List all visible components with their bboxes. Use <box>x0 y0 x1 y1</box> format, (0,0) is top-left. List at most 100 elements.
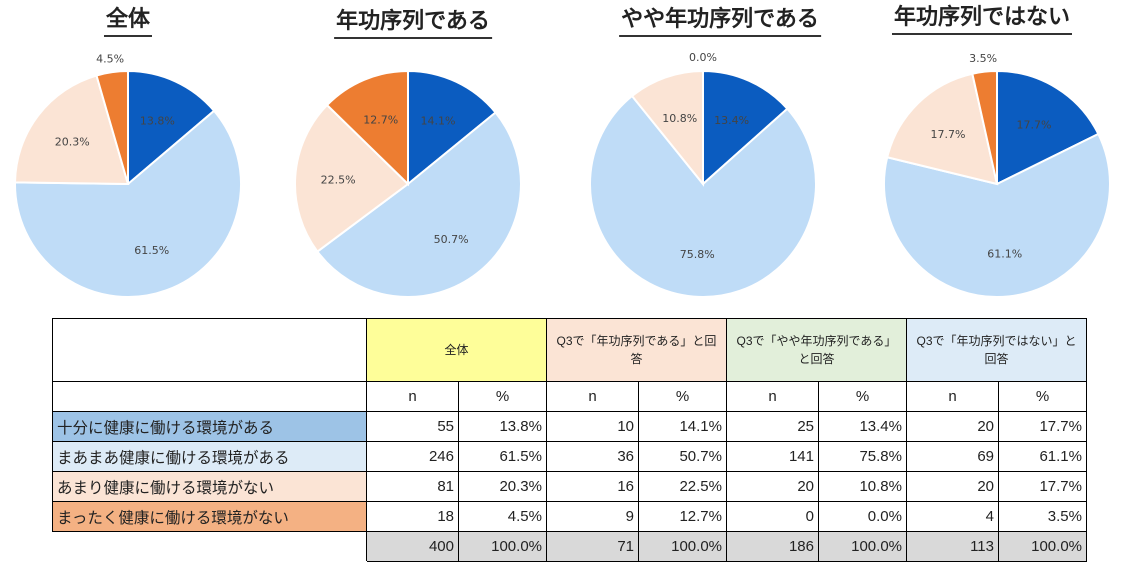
slice-not-very-healthy <box>886 72 999 186</box>
corner-cell <box>52 318 367 382</box>
table-cell: 22.5% <box>638 471 727 502</box>
table-cell: 20.3% <box>458 471 547 502</box>
subheader-n: n <box>906 381 999 412</box>
pie-title-somewhat-seniority: やや年功序列である <box>619 6 821 37</box>
table-cell: 3.5% <box>998 501 1087 532</box>
pie-chart-not-seniority: 17.7% 61.1% 17.7% 3.5% <box>883 52 1111 299</box>
pie-title-not-seniority: 年功序列ではない <box>891 4 1073 35</box>
pie-chart-seniority: 14.1% 50.7% 22.5% 12.7% <box>294 69 522 298</box>
table-row: あまり健康に働ける環境がない 81 20.3% 16 22.5% 20 10.8… <box>52 471 1087 502</box>
row-label-fully-healthy: 十分に健康に働ける環境がある <box>52 411 367 442</box>
slice-fully-healthy <box>702 69 789 187</box>
slice-not-at-all-healthy <box>95 69 129 185</box>
table-cell: 17.7% <box>998 411 1087 442</box>
table-cell: 50.7% <box>638 441 727 472</box>
table-cell: 36 <box>546 441 639 472</box>
table-cell: 141 <box>726 441 819 472</box>
slice-fully-healthy <box>407 69 497 187</box>
data-label: 22.5% <box>321 173 356 186</box>
slice-not-very-healthy <box>294 103 410 253</box>
group-header-row: 全体 Q3で「年功序列である」と回答 Q3で「やや年功序列である」と回答 Q3で… <box>52 318 1087 382</box>
pie-title-overall: 全体 <box>103 6 153 37</box>
total-cell: 186 <box>726 531 819 562</box>
slice-mostly-healthy <box>316 111 522 298</box>
data-label: 12.7% <box>363 113 398 126</box>
table-cell: 246 <box>366 441 459 472</box>
total-cell: 100.0% <box>818 531 907 562</box>
slice-fully-healthy <box>127 69 216 187</box>
table-cell: 17.7% <box>998 471 1087 502</box>
data-label: 13.4% <box>714 114 749 127</box>
data-label: 50.7% <box>434 233 469 246</box>
table-cell: 61.1% <box>998 441 1087 472</box>
total-row: 400 100.0% 71 100.0% 186 100.0% 113 100.… <box>52 531 1087 562</box>
table-cell: 20 <box>906 411 999 442</box>
table-cell: 18 <box>366 501 459 532</box>
slice-not-at-all-healthy <box>971 69 998 185</box>
slice-not-at-all-healthy <box>325 69 409 187</box>
table-cell: 4.5% <box>458 501 547 532</box>
pie-chart-overall: 13.8% 61.5% 20.3% 4.5% <box>13 52 242 298</box>
pie-chart-somewhat-seniority: 13.4% 75.8% 10.8% 0.0% <box>589 51 817 298</box>
table-row: まったく健康に働ける環境がない 18 4.5% 9 12.7% 0 0.0% 4… <box>52 501 1087 532</box>
table-cell: 69 <box>906 441 999 472</box>
data-label: 17.7% <box>930 128 965 141</box>
subheader-percent: % <box>458 381 547 412</box>
total-label-blank <box>52 531 367 562</box>
row-label-not-at-all-healthy: まったく健康に働ける環境がない <box>52 501 367 532</box>
table-cell: 61.5% <box>458 441 547 472</box>
data-label: 13.8% <box>140 114 175 127</box>
slice-mostly-healthy <box>883 132 1111 299</box>
table-cell: 10.8% <box>818 471 907 502</box>
table-cell: 9 <box>546 501 639 532</box>
table-cell: 12.7% <box>638 501 727 532</box>
group-header-somewhat-seniority: Q3で「やや年功序列である」と回答 <box>726 318 907 382</box>
table-cell: 10 <box>546 411 639 442</box>
row-label-not-very-healthy: あまり健康に働ける環境がない <box>52 471 367 502</box>
pie-title-seniority: 年功序列である <box>334 8 492 39</box>
data-label: 4.5% <box>96 52 124 65</box>
group-header-seniority: Q3で「年功序列である」と回答 <box>546 318 727 382</box>
total-cell: 100.0% <box>638 531 727 562</box>
subheader-n: n <box>366 381 459 412</box>
table-cell: 4 <box>906 501 999 532</box>
subheader-percent: % <box>818 381 907 412</box>
table-cell: 0.0% <box>818 501 907 532</box>
data-label: 14.1% <box>421 115 456 128</box>
data-label: 20.3% <box>55 136 90 149</box>
total-cell: 100.0% <box>998 531 1087 562</box>
data-label: 17.7% <box>1017 119 1052 132</box>
table-cell: 13.8% <box>458 411 547 442</box>
subheader-percent: % <box>638 381 727 412</box>
slice-not-very-healthy <box>13 74 130 186</box>
slice-fully-healthy <box>996 69 1100 186</box>
table-cell: 55 <box>366 411 459 442</box>
subheader-blank <box>52 381 367 412</box>
data-label: 3.5% <box>969 52 997 65</box>
data-table: 全体 Q3で「年功序列である」と回答 Q3で「やや年功序列である」と回答 Q3で… <box>52 318 1087 562</box>
slice-mostly-healthy <box>14 109 242 298</box>
total-cell: 71 <box>546 531 639 562</box>
subheader-n: n <box>546 381 639 412</box>
table-row: 十分に健康に働ける環境がある 55 13.8% 10 14.1% 25 13.4… <box>52 411 1087 442</box>
data-label: 0.0% <box>689 51 717 64</box>
data-label: 75.8% <box>680 248 715 261</box>
table-cell: 20 <box>906 471 999 502</box>
table-cell: 75.8% <box>818 441 907 472</box>
subheader-percent: % <box>998 381 1087 412</box>
subheader-row: n % n % n % n % <box>52 381 1087 412</box>
row-label-mostly-healthy: まあまあ健康に働ける環境がある <box>52 441 367 472</box>
table-cell: 14.1% <box>638 411 727 442</box>
table-cell: 25 <box>726 411 819 442</box>
total-cell: 400 <box>366 531 459 562</box>
group-header-overall: 全体 <box>366 318 547 382</box>
table-cell: 16 <box>546 471 639 502</box>
total-cell: 100.0% <box>458 531 547 562</box>
group-header-not-seniority: Q3で「年功序列ではない」と回答 <box>906 318 1087 382</box>
data-label: 10.8% <box>662 112 697 125</box>
slice-mostly-healthy <box>589 94 817 298</box>
subheader-n: n <box>726 381 819 412</box>
table-cell: 0 <box>726 501 819 532</box>
table-row: まあまあ健康に働ける環境がある 246 61.5% 36 50.7% 141 7… <box>52 441 1087 472</box>
table-cell: 20 <box>726 471 819 502</box>
